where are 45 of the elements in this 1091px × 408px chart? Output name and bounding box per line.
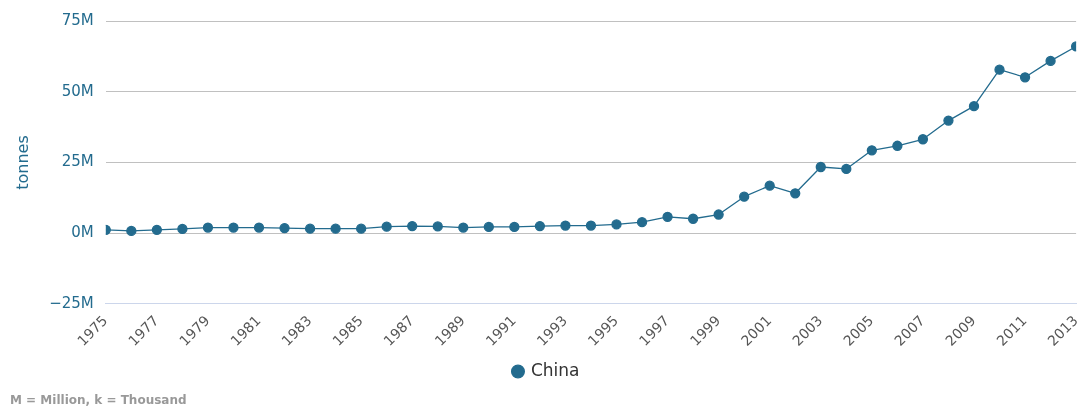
- point: [943, 115, 954, 126]
- point: [509, 221, 520, 233]
- point: [177, 223, 188, 235]
- point: [253, 222, 265, 233]
- point: [330, 223, 341, 234]
- point: [534, 220, 546, 232]
- y-tick-label: 75M: [61, 10, 94, 29]
- point: [432, 221, 443, 232]
- point: [228, 222, 239, 233]
- point: [739, 191, 750, 202]
- y-tick-label: −25M: [49, 293, 94, 312]
- legend-label: China: [530, 359, 580, 380]
- y-tick-label: 50M: [61, 81, 94, 100]
- y-axis-title: tonnes: [12, 135, 32, 190]
- point: [458, 222, 469, 233]
- y-tick-label: 25M: [61, 152, 94, 171]
- point: [279, 222, 290, 234]
- point: [892, 140, 903, 151]
- point: [151, 224, 163, 235]
- point: [994, 64, 1005, 75]
- point: [381, 221, 392, 232]
- point: [815, 161, 826, 173]
- point: [866, 145, 877, 156]
- point: [841, 163, 852, 175]
- point: [636, 217, 648, 228]
- point: [611, 219, 622, 230]
- point: [1019, 72, 1031, 83]
- point: [407, 220, 418, 232]
- point: [968, 101, 980, 112]
- point: [560, 220, 571, 231]
- text: M = Million, k = Thousand: [10, 393, 187, 407]
- point: [1045, 55, 1056, 67]
- point: [662, 211, 673, 222]
- point: [585, 220, 597, 231]
- point: [790, 188, 801, 199]
- point: [126, 225, 137, 237]
- point: [202, 222, 214, 233]
- point: [483, 221, 494, 233]
- point: [764, 180, 775, 191]
- point: [356, 223, 367, 234]
- point: [713, 209, 724, 220]
- point: [917, 134, 929, 145]
- y-tick-label: 0M: [71, 223, 94, 242]
- point: [687, 213, 699, 224]
- point: [304, 223, 316, 234]
